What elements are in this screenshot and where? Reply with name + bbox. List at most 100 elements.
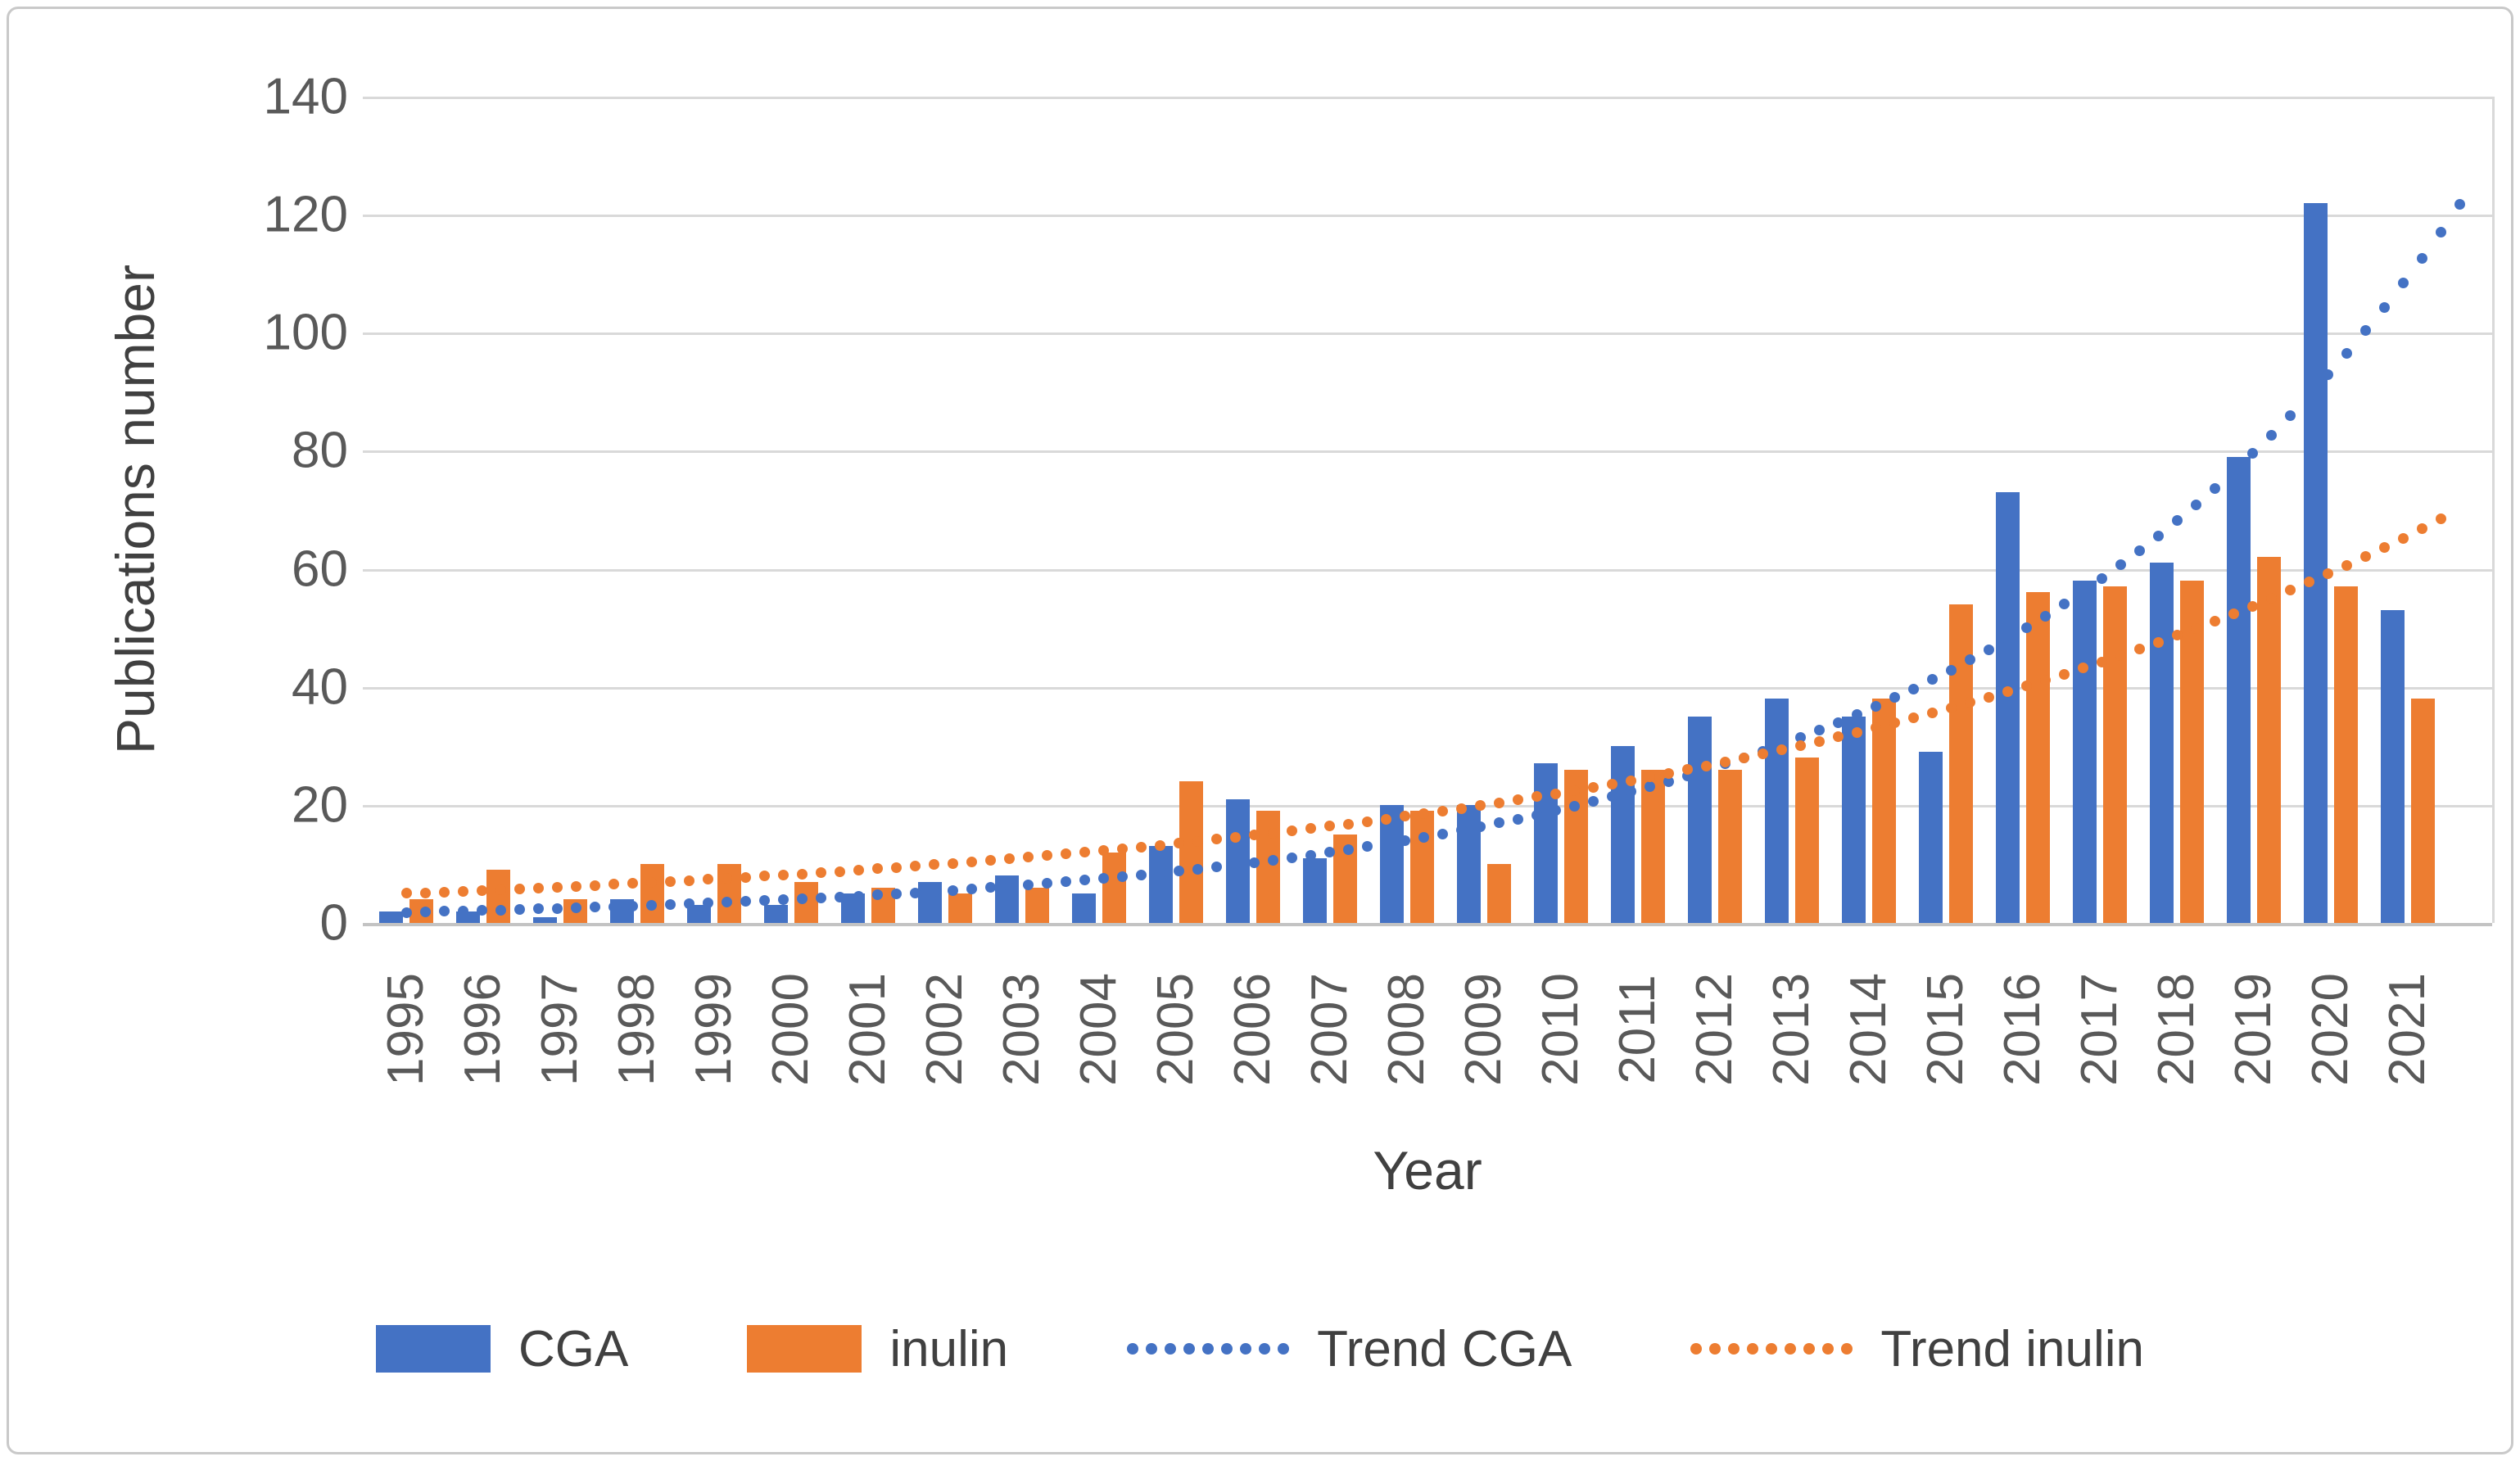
legend-item-trend-inulin: Trend inulin [1690,1320,2144,1378]
trend-inulin-dot [1946,703,1957,713]
bar-cga-2000 [764,905,788,923]
y-gridline-140 [363,97,2492,99]
trend-inulin-dot [1739,753,1749,763]
trend-inulin-dot [759,871,770,881]
trend-cga-dot [646,900,657,911]
trend-inulin-dot [740,872,751,883]
y-gridline-60 [363,569,2492,572]
legend: CGA inulin Trend CGA Trend inulin [0,1296,2520,1402]
trend-inulin-dot [703,874,713,884]
y-gridline-80 [363,450,2492,453]
trend-cga-dot [2115,559,2126,570]
legend-swatch-inulin [747,1325,862,1373]
trend-inulin-dot [797,869,808,880]
bar-inulin-2013 [1795,758,1819,923]
trend-cga-dot [458,906,468,916]
bar-inulin-2014 [1872,699,1896,923]
bar-cga-2004 [1072,893,1096,923]
legend-label-trend-inulin: Trend inulin [1880,1320,2145,1377]
y-tick-label-0: 0 [319,894,348,952]
trend-inulin-dot [1720,757,1731,767]
bar-cga-2012 [1688,717,1712,923]
trend-inulin-dot [1776,744,1787,755]
trend-inulin-dot [1588,782,1599,793]
bar-inulin-2009 [1487,864,1511,923]
x-tick-label-2014: 2014 [1840,973,1897,1086]
trend-inulin-dot [1343,819,1354,830]
trend-cga-dot [1833,717,1844,728]
trend-cga-dot [1889,692,1900,703]
bar-cga-2016 [1996,492,2020,923]
legend-dot [1259,1343,1271,1355]
trend-inulin-dot [1682,764,1693,775]
trend-cga-dot [740,896,751,907]
trend-inulin-dot [722,873,732,884]
legend-item-inulin: inulin [747,1320,1008,1378]
trend-cga-dot [1456,825,1467,835]
bar-cga-2015 [1919,752,1943,923]
trend-inulin-dot [401,888,412,898]
trend-inulin-dot [2059,669,2070,680]
x-tick-label-2004: 2004 [1070,973,1127,1086]
legend-swatch-trend-cga [1127,1343,1290,1355]
trend-inulin-dot [948,858,958,869]
y-gridline-40 [363,687,2492,690]
trend-inulin-dot [1569,785,1580,796]
trend-cga-dot [590,902,600,912]
y-gridline-120 [363,215,2492,217]
trend-cga-dot [1098,873,1109,884]
legend-dot [1690,1343,1703,1355]
trend-inulin-dot [552,882,563,893]
trend-cga-dot [1211,862,1222,872]
legend-dot [1709,1343,1721,1355]
trend-inulin-dot [1230,832,1241,843]
trend-cga-dot [2021,622,2032,633]
legend-dot [1183,1343,1196,1355]
trend-inulin-dot [1174,838,1184,848]
trend-inulin-dot [439,887,450,898]
legend-dot [1785,1343,1797,1355]
trend-cga-dot [401,907,412,918]
trend-inulin-dot [2172,630,2183,640]
trend-cga-dot [2323,369,2333,380]
trend-inulin-dot [1701,761,1712,771]
trend-inulin-dot [1626,776,1636,786]
trend-inulin-dot [684,875,694,886]
legend-dot [1165,1343,1177,1355]
trend-inulin-dot [571,881,581,892]
y-tick-label-80: 80 [292,422,348,479]
trend-inulin-dot [985,855,996,866]
trend-cga-dot [684,898,694,909]
trend-cga-dot [1814,725,1825,735]
trend-cga-dot [1023,880,1034,890]
trend-cga-dot [627,901,638,911]
trend-inulin-dot [1155,840,1165,851]
trend-inulin-dot [1663,768,1674,779]
bar-inulin-2002 [948,893,972,923]
trend-cga-dot [533,903,544,914]
trend-cga-dot [2153,531,2164,541]
trend-inulin-dot [495,884,506,895]
legend-dot [1803,1343,1816,1355]
trend-inulin-dot [420,888,431,898]
bar-cga-2010 [1534,763,1558,923]
trend-cga-dot [759,895,770,906]
trend-cga-dot [2285,410,2296,421]
trend-inulin-dot [1400,811,1410,821]
trend-inulin-dot [1192,836,1203,847]
trend-cga-dot [1305,850,1316,861]
trend-cga-dot [609,902,619,912]
trend-cga-dot [1475,821,1486,832]
trend-inulin-dot [2341,560,2352,571]
x-tick-label-2018: 2018 [2148,973,2205,1086]
legend-label-cga: CGA [518,1320,629,1377]
trend-cga-dot [2040,611,2051,622]
legend-dot [1278,1343,1290,1355]
trend-inulin-dot [2436,513,2446,524]
trend-cga-dot [1588,796,1599,807]
trend-inulin-dot [1494,798,1504,808]
trend-inulin-dot [2021,681,2032,691]
trend-cga-dot [2078,586,2088,597]
trend-cga-dot [1531,810,1542,821]
trend-inulin-dot [665,876,676,887]
